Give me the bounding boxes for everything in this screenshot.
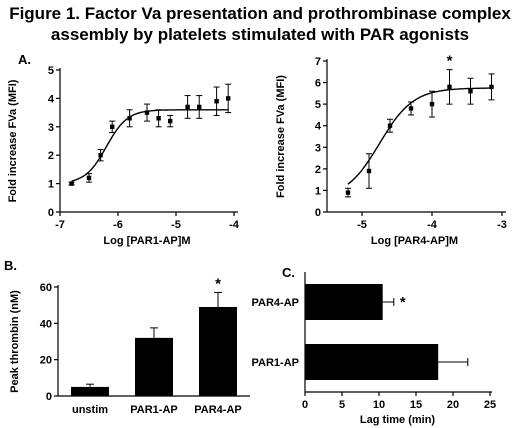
y-axis-label-a2: Fold increase FVa (MFI) <box>275 75 287 198</box>
x-axis-label-a2: Log [PAR4-AP]M <box>371 235 458 247</box>
fit-curve-a2 <box>347 87 492 185</box>
y-tick-label-a2: 6 <box>315 78 321 90</box>
figure-title-line1: Figure 1. Factor Va presentation and pro… <box>9 4 511 23</box>
data-point-a1 <box>226 96 231 101</box>
y-tick-label-a2: 7 <box>315 56 321 68</box>
x-axis-label-a1: Log [PAR1-AP]M <box>103 235 190 247</box>
data-point-a2 <box>408 106 414 111</box>
y-tick-label-a2: 1 <box>315 185 321 197</box>
x-tick-label-c: 20 <box>447 399 459 411</box>
y-tick-label-a1: 5 <box>48 65 54 77</box>
data-point-a2 <box>366 168 372 174</box>
y-tick-label-a1: 4 <box>48 93 55 105</box>
x-tick-label-c: 15 <box>410 399 422 411</box>
data-point-a1 <box>110 124 115 129</box>
category-label-b: PAR4-AP <box>194 404 241 416</box>
bar-c <box>305 284 383 320</box>
data-point-a1 <box>127 116 132 121</box>
x-tick-label-c: 25 <box>484 399 496 411</box>
data-point-a1 <box>144 110 150 115</box>
x-tick-label-c: 0 <box>302 399 308 411</box>
x-tick-label-a1: -7 <box>55 219 65 231</box>
data-point-a1 <box>168 118 173 124</box>
data-point-a2 <box>387 123 393 128</box>
x-tick-label-a2: -4 <box>427 219 438 231</box>
data-point-a1 <box>69 181 74 186</box>
y-tick-label-b: 20 <box>40 355 52 367</box>
data-point-a1 <box>214 99 219 104</box>
y-tick-label-a1: 1 <box>48 179 54 191</box>
y-tick-label-a2: 5 <box>315 99 321 111</box>
x-axis-label-c: Lag time (min) <box>360 414 436 426</box>
data-point-a1 <box>86 175 92 181</box>
significance-star-c: * <box>400 294 406 311</box>
category-label-b: PAR1-AP <box>130 404 177 416</box>
y-tick-label-a2: 2 <box>315 164 321 176</box>
x-tick-label-a2: -3 <box>497 219 507 231</box>
y-tick-label-a2: 4 <box>315 121 322 133</box>
y-tick-label-b: 40 <box>40 318 52 330</box>
significance-star-a2: * <box>447 53 453 70</box>
data-point-a2 <box>429 101 435 107</box>
bar-b <box>199 306 237 396</box>
figure-title-line2: assembly by platelets stimulated with PA… <box>50 25 470 44</box>
data-point-a2 <box>345 190 351 195</box>
y-axis-label-b: Peak thrombin (nM) <box>9 290 21 393</box>
category-label-c: PAR4-AP <box>252 297 299 309</box>
y-tick-label-a2: 3 <box>315 142 321 154</box>
y-tick-label-b: 0 <box>46 391 52 403</box>
x-tick-label-c: 5 <box>339 399 345 411</box>
y-tick-label-b: 60 <box>40 282 52 294</box>
data-point-a1 <box>98 153 103 158</box>
x-tick-label-a1: -6 <box>113 219 123 231</box>
panel-label-c: C. <box>282 265 295 280</box>
data-point-a2 <box>447 84 452 90</box>
bar-b <box>135 337 173 396</box>
category-label-b: unstim <box>72 404 108 416</box>
panel-label-a1: A. <box>18 52 31 67</box>
y-tick-label-a1: 2 <box>48 150 54 162</box>
category-label-c: PAR1-AP <box>252 357 299 369</box>
x-tick-label-a1: -5 <box>171 219 181 231</box>
data-point-a1 <box>156 116 161 121</box>
x-tick-label-a1: -4 <box>229 219 240 231</box>
panel-label-b: B. <box>4 258 17 273</box>
data-point-a1 <box>185 104 190 110</box>
data-point-a1 <box>197 104 202 110</box>
y-axis-label-a1: Fold increase FVa (MFI) <box>7 79 19 202</box>
y-tick-label-a1: 0 <box>48 207 54 219</box>
data-point-a2 <box>468 89 473 94</box>
fit-curve-a1 <box>71 109 229 182</box>
data-point-a2 <box>489 84 494 90</box>
y-tick-label-a2: 0 <box>315 207 321 219</box>
x-tick-label-a2: -5 <box>357 219 367 231</box>
x-tick-label-c: 10 <box>373 399 385 411</box>
bar-b <box>71 386 109 396</box>
y-tick-label-a1: 3 <box>48 122 54 134</box>
significance-star-b: * <box>215 275 221 292</box>
bar-c <box>305 344 439 380</box>
